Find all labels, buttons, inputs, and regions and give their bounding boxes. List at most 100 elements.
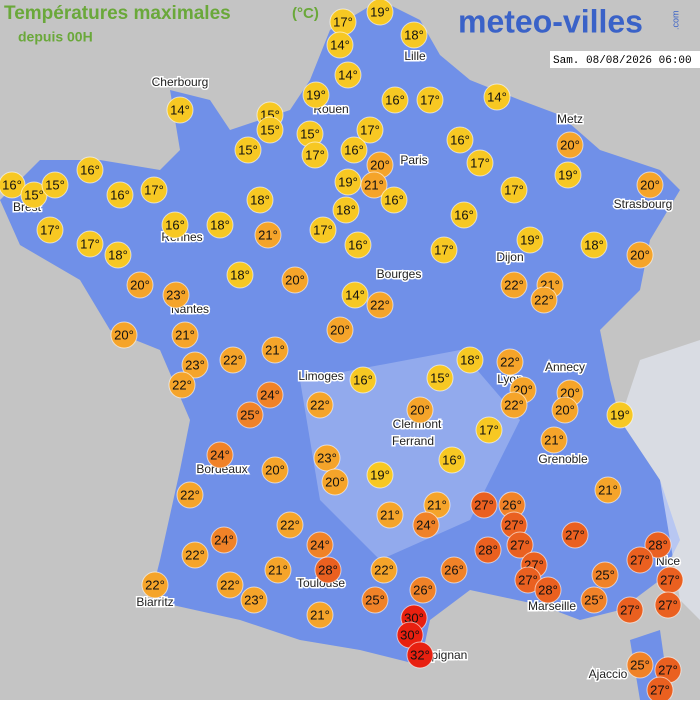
temperature-marker xyxy=(41,171,69,199)
temperature-label: 27° xyxy=(620,602,640,617)
temperature-label: 21° xyxy=(380,507,400,522)
temperature-label: 17° xyxy=(504,182,524,197)
temperature-marker xyxy=(438,446,466,474)
temperature-marker xyxy=(554,161,582,189)
alps xyxy=(620,340,700,620)
city-label: Ajaccio xyxy=(589,667,628,681)
temperature-label: 23° xyxy=(185,357,205,372)
temperature-marker xyxy=(406,641,434,669)
temperature-marker xyxy=(370,556,398,584)
temperature-marker xyxy=(216,571,244,599)
temperature-label: 16° xyxy=(454,207,474,222)
temperature-label: 27° xyxy=(658,662,678,677)
temperature-marker xyxy=(256,381,284,409)
temperature-label: 18° xyxy=(460,352,480,367)
temperature-label: 19° xyxy=(558,167,578,182)
temperature-label: 23° xyxy=(317,450,337,465)
temperature-label: 20° xyxy=(640,177,660,192)
temperature-marker xyxy=(281,266,309,294)
temperature-marker xyxy=(556,131,584,159)
temperature-label: 22° xyxy=(310,397,330,412)
temperature-marker xyxy=(306,391,334,419)
temperature-marker xyxy=(366,0,394,26)
logo: meteo-villes xyxy=(458,3,643,39)
temperature-label: 18° xyxy=(336,202,356,217)
city-label: Strasbourg xyxy=(614,197,673,211)
temperature-marker xyxy=(181,541,209,569)
temperature-marker xyxy=(313,444,341,472)
temperature-marker xyxy=(506,531,534,559)
temperature-label: 27° xyxy=(630,552,650,567)
temperature-marker xyxy=(366,291,394,319)
temperature-marker xyxy=(261,456,289,484)
temperature-label: 22° xyxy=(504,397,524,412)
temperature-marker xyxy=(412,511,440,539)
temperature-label: 27° xyxy=(565,527,585,542)
temperature-marker xyxy=(219,346,247,374)
temperature-label: 19° xyxy=(370,467,390,482)
temperature-label: 16° xyxy=(2,177,22,192)
temperature-marker xyxy=(141,571,169,599)
temperature-label: 15° xyxy=(45,177,65,192)
temperature-marker xyxy=(210,526,238,554)
temperature-marker xyxy=(580,586,608,614)
temperature-label: 17° xyxy=(313,222,333,237)
temperature-marker xyxy=(104,241,132,269)
temperature-marker xyxy=(426,364,454,392)
temperature-label: 23° xyxy=(244,592,264,607)
temperature-marker xyxy=(236,401,264,429)
temperature-label: 18° xyxy=(210,217,230,232)
temperature-marker xyxy=(126,271,154,299)
temperature-marker xyxy=(106,181,134,209)
temperature-marker xyxy=(496,348,524,376)
temperature-label: 30° xyxy=(400,627,420,642)
temperature-label: 21° xyxy=(364,177,384,192)
temperature-marker xyxy=(301,141,329,169)
temperature-label: 17° xyxy=(420,92,440,107)
temperature-marker xyxy=(516,226,544,254)
temperature-label: 27° xyxy=(658,597,678,612)
temperature-label: 20° xyxy=(285,272,305,287)
temperature-marker xyxy=(264,556,292,584)
title: Températures maximales xyxy=(4,3,231,24)
temperature-marker xyxy=(168,371,196,399)
temperature-label: 14° xyxy=(345,287,365,302)
city-label: Lille xyxy=(404,49,426,63)
temperature-label: 16° xyxy=(384,192,404,207)
temperature-label: 27° xyxy=(510,537,530,552)
temperature-label: 22° xyxy=(280,517,300,532)
temperature-marker xyxy=(416,86,444,114)
temperature-marker xyxy=(361,586,389,614)
temperature-marker xyxy=(314,556,342,584)
temperature-label: 24° xyxy=(416,517,436,532)
timestamp: Sam. 08/08/2026 06:00 xyxy=(553,55,692,67)
temperature-marker xyxy=(616,596,644,624)
temperature-marker xyxy=(340,136,368,164)
temperature-label: 15° xyxy=(300,126,320,141)
temperature-marker xyxy=(406,396,434,424)
temperature-marker xyxy=(162,281,190,309)
temperature-label: 16° xyxy=(385,92,405,107)
timestamp-box xyxy=(550,51,700,68)
temperature-label: 22° xyxy=(220,577,240,592)
temperature-label: 17° xyxy=(434,242,454,257)
temperature-label: 17° xyxy=(40,222,60,237)
temperature-marker xyxy=(450,201,478,229)
temperature-label: 28° xyxy=(318,562,338,577)
temperature-label: 22° xyxy=(223,352,243,367)
temperature-label: 21° xyxy=(175,327,195,342)
temperature-marker xyxy=(644,531,672,559)
temperature-label: 22° xyxy=(145,577,165,592)
temperature-label: 16° xyxy=(450,132,470,147)
city-label: Ferrand xyxy=(392,434,434,448)
temperature-label: 16° xyxy=(165,217,185,232)
temperature-label: 28° xyxy=(648,537,668,552)
temperature-marker xyxy=(226,261,254,289)
temperature-marker xyxy=(140,176,168,204)
temperature-label: 16° xyxy=(442,452,462,467)
temperature-label: 22° xyxy=(180,487,200,502)
temperature-label: 27° xyxy=(504,517,524,532)
temperature-label: 22° xyxy=(172,377,192,392)
temperature-marker xyxy=(341,281,369,309)
temperature-marker xyxy=(626,651,654,679)
